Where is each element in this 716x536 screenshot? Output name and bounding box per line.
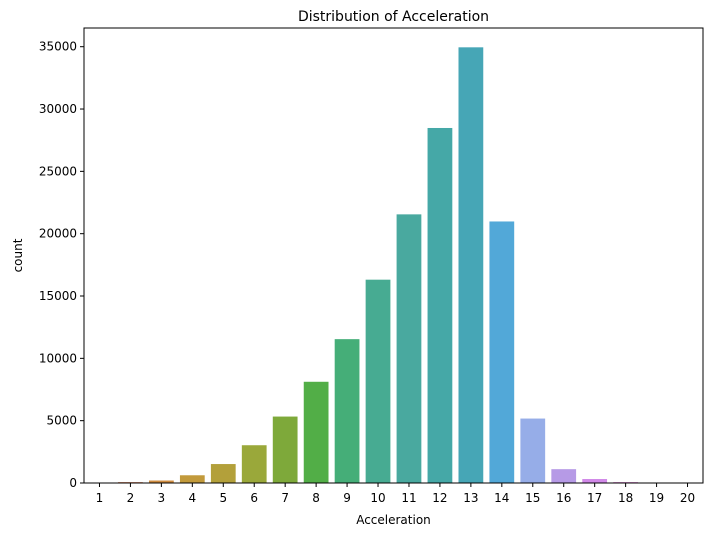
x-tick-label-16: 16 <box>556 491 571 505</box>
bar-5 <box>210 464 236 483</box>
bar-8 <box>303 381 329 483</box>
bar-16 <box>551 469 577 483</box>
x-tick-label-14: 14 <box>494 491 509 505</box>
y-tick-label-20000: 20000 <box>39 227 77 241</box>
bar-3 <box>149 480 174 483</box>
bar-15 <box>520 418 546 483</box>
y-tick-label-35000: 35000 <box>39 40 77 54</box>
bar-13 <box>458 47 484 483</box>
x-tick-label-12: 12 <box>432 491 447 505</box>
bar-17 <box>582 479 608 483</box>
x-tick-label-18: 18 <box>618 491 633 505</box>
y-axis-label: count <box>11 238 25 272</box>
x-tick-label-2: 2 <box>127 491 135 505</box>
y-tick-label-10000: 10000 <box>39 351 77 365</box>
x-tick-label-10: 10 <box>370 491 385 505</box>
x-tick-label-5: 5 <box>219 491 227 505</box>
bar-11 <box>396 214 422 484</box>
plot-frame <box>83 27 704 484</box>
x-tick-label-7: 7 <box>281 491 289 505</box>
bars-layer <box>87 47 700 484</box>
bar-6 <box>241 445 267 483</box>
bar-9 <box>334 339 360 483</box>
x-axis-label: Acceleration <box>356 513 431 527</box>
x-tick-label-17: 17 <box>587 491 602 505</box>
x-tick-label-19: 19 <box>649 491 664 505</box>
chart-title: Distribution of Acceleration <box>298 9 489 25</box>
bar-7 <box>272 416 298 483</box>
y-tick-label-5000: 5000 <box>46 414 77 428</box>
x-tick-label-15: 15 <box>525 491 540 505</box>
x-tick-label-1: 1 <box>96 491 104 505</box>
x-tick-label-11: 11 <box>401 491 416 505</box>
y-tick-label-0: 0 <box>69 476 77 490</box>
x-tick-label-20: 20 <box>680 491 695 505</box>
plot-area <box>84 28 703 483</box>
x-tick-label-3: 3 <box>158 491 166 505</box>
x-tick-label-8: 8 <box>312 491 320 505</box>
x-tick-label-13: 13 <box>463 491 478 505</box>
y-tick-label-15000: 15000 <box>39 289 77 303</box>
x-tick-label-6: 6 <box>250 491 258 505</box>
bar-10 <box>365 279 391 483</box>
bar-12 <box>427 127 453 483</box>
x-ticks-layer: 1 2 3 4 5 6 7 8 9 10 11 12 13 14 15 16 17 18 19 20 <box>96 483 695 505</box>
x-tick-label-4: 4 <box>189 491 197 505</box>
bar-4 <box>179 475 205 483</box>
x-tick-label-9: 9 <box>343 491 351 505</box>
y-tick-label-25000: 25000 <box>39 164 77 178</box>
y-ticks-layer: 0 5000 10000 15000 20000 25000 30000 35000 <box>39 40 84 490</box>
y-tick-label-30000: 30000 <box>39 102 77 116</box>
bar-14 <box>489 221 515 483</box>
